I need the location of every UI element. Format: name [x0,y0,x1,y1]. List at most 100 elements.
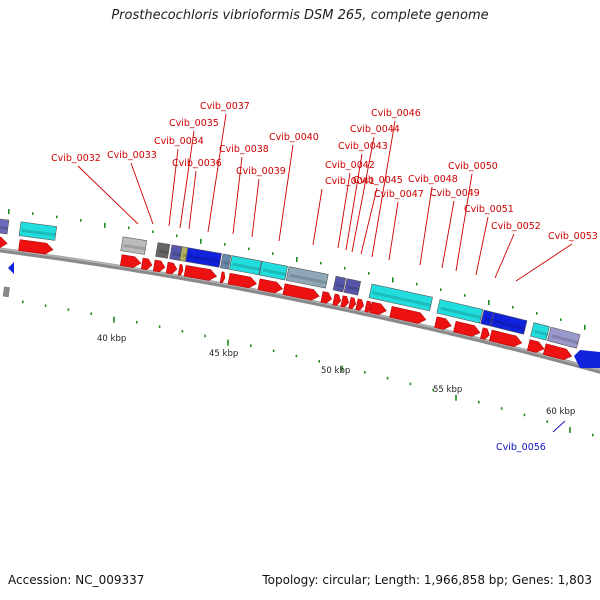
gene-label: Cvib_0032 [51,153,101,164]
cog-feature-shade [484,317,493,323]
tick-mark [200,238,202,244]
cog-feature-box [220,253,232,270]
gene-arrow-forward [177,263,184,276]
cog-feature-shade-group [494,319,527,331]
cog-feature-shade [158,249,169,255]
gene-arrow-forward [542,343,573,360]
cog-feature-shade [289,273,328,285]
gene-label: Cvib_0033 [107,150,157,161]
gene-arrow-forward-group [119,254,142,268]
cog-feature-box [436,299,484,324]
tick-mark [113,316,115,323]
gene-arrow-forward [348,297,356,310]
scale-label: 40 kbp [97,334,126,344]
gene-arrow-forward [183,265,217,281]
tick-mark [478,400,480,404]
cog-feature-shade [232,262,261,271]
gene-arrow-forward [332,293,341,306]
tick-mark [416,282,418,286]
gene-arrow-forward [165,261,178,275]
tick-mark [67,308,70,311]
gene-arrow-forward-group [183,265,217,281]
tick-mark [272,349,275,353]
gene-arrow-forward [219,271,226,284]
tick-mark [512,306,514,309]
cog-feature-box [0,218,10,235]
cog-feature-shade-group [232,262,261,271]
leader-line [345,153,363,251]
cog-feature-shade-group [158,249,169,255]
cog-feature-box [332,275,347,293]
gene-arrow-forward [389,306,427,324]
leader-line [371,120,396,258]
gene-label: Cvib_0053 [548,231,598,242]
gene-label: Cvib_0052 [491,221,541,232]
tick-mark [80,219,82,222]
cog-feature-box [490,312,528,335]
gene-arrow-forward-group [257,278,283,294]
noncoding-feature-box-group [2,286,10,298]
leader-line [388,201,399,261]
tick-mark [560,318,562,321]
tick-mark [181,330,184,333]
cog-feature-box-group [229,255,262,276]
tick-mark [546,420,548,423]
cog-feature-shade-group [262,268,287,276]
tick-mark [318,360,320,363]
leader-line [351,136,375,253]
cog-feature-box-group [436,299,484,324]
tick-mark [592,433,594,437]
cog-feature-box-group [547,326,581,349]
cog-feature-box-group [285,266,329,289]
tick-mark [8,209,10,215]
leader-line [475,216,489,276]
tick-mark [56,215,58,219]
tick-mark [90,312,92,315]
cog-feature-box [258,260,288,281]
gene-label: Cvib_0034 [154,136,204,147]
tick-mark [368,272,370,275]
leader-line [207,113,227,233]
cog-feature-box-group [343,278,362,296]
cog-feature-shade [21,228,56,237]
cog-feature-shade-group [182,253,187,258]
leader-line [278,144,294,242]
gene-arrow-forward-group [542,343,573,360]
gene-arrow-forward-group [152,259,166,273]
gene-features [0,218,600,368]
cog-feature-shade-group [188,254,221,264]
gene-label: Cvib_0056 [496,442,546,453]
cog-feature-shade-group [0,225,8,230]
gene-label: Cvib_0037 [200,101,250,112]
gene-arrow-forward [320,291,332,304]
tick-mark [392,277,394,283]
gene-arrow-forward [526,339,545,353]
gene-arrow-forward-group [227,272,257,289]
tick-mark [320,261,322,265]
noncoding-feature-box [2,286,10,298]
gene-arrow-forward-group [0,235,8,249]
gene-arrow-forward [140,257,153,271]
gene-arrow-forward [489,329,523,347]
gene-arrow-forward-group [480,327,490,340]
gene-label: Cvib_0044 [350,124,400,135]
tick-mark [152,230,154,234]
cog-feature-box-group [368,283,433,312]
genome-title: Prosthecochloris vibrioformis DSM 265, c… [111,8,489,23]
gene-arrow-forward-group [364,300,372,313]
leader-line [455,173,473,272]
gene-arrow-forward-group [165,261,178,275]
gene-arrow-forward-group [320,291,332,304]
gene-label: Cvib_0039 [236,166,286,177]
tick-mark [455,394,457,401]
gene-arrow-forward-group [18,239,54,255]
tick-mark [523,413,526,417]
cog-feature-box-group [490,312,528,335]
gene-arrow-forward-group [489,329,523,347]
tick-mark [136,320,138,324]
leader-line [419,186,433,266]
leader-line [337,172,351,249]
tick-mark [22,300,24,304]
